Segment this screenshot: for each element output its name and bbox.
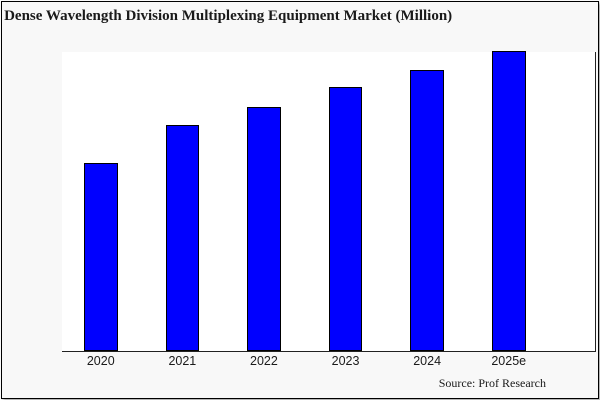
svg-text:2024: 2024	[413, 354, 441, 368]
svg-text:2021: 2021	[168, 354, 196, 368]
svg-text:2022: 2022	[250, 354, 278, 368]
svg-text:2025e: 2025e	[491, 354, 526, 368]
svg-text:2023: 2023	[332, 354, 360, 368]
svg-text:2020: 2020	[87, 354, 115, 368]
svg-text:Global Dense Wavelength Divisi: Global Dense Wavelength Division Multipl…	[2, 8, 452, 24]
svg-text:Source: Prof Research: Source: Prof Research	[439, 376, 546, 390]
